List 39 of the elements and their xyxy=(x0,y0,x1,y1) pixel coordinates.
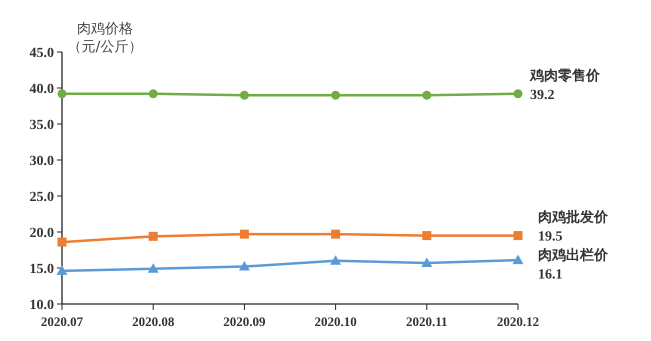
x-tick-label: 2020.07 xyxy=(40,314,84,329)
y-tick-label: 40.0 xyxy=(30,82,54,97)
point xyxy=(240,90,249,100)
point xyxy=(58,238,66,247)
point xyxy=(331,230,340,239)
point xyxy=(240,230,249,239)
x-tick-label: 2020.09 xyxy=(223,314,266,329)
point xyxy=(58,89,66,98)
x-tick-label: 2020.10 xyxy=(314,314,357,329)
point xyxy=(331,90,340,100)
y-tick-label: 10.0 xyxy=(30,298,54,313)
y-tick-label: 20.0 xyxy=(30,226,54,241)
x-tick-label: 2020.12 xyxy=(496,314,540,329)
point xyxy=(148,89,158,98)
y-tick-label: 45.0 xyxy=(30,46,54,61)
point xyxy=(238,261,250,271)
y-tick-label: 35.0 xyxy=(30,118,54,133)
point xyxy=(514,231,522,240)
series-label: 鸡肉零售价 xyxy=(529,68,601,84)
point xyxy=(514,89,522,98)
y-tick-label: 15.0 xyxy=(30,262,54,277)
point xyxy=(422,90,432,100)
point xyxy=(422,231,432,240)
x-tick-label: 2020.11 xyxy=(406,314,448,329)
y-tick-label: 25.0 xyxy=(30,190,54,205)
data-label: 16.1 xyxy=(538,268,562,283)
y-tick-label: 30.0 xyxy=(30,154,54,169)
point xyxy=(56,265,68,275)
point xyxy=(421,257,432,267)
point xyxy=(148,263,159,273)
point xyxy=(330,255,342,265)
y-axis-title: 肉鸡价格（元/公斤） xyxy=(68,21,142,55)
point xyxy=(512,254,524,264)
x-tick-label: 2020.08 xyxy=(132,314,175,329)
series-label: 肉鸡批发价 xyxy=(538,210,609,226)
point xyxy=(148,232,158,241)
series-label: 肉鸡出栏价 xyxy=(538,248,609,264)
data-label: 39.2 xyxy=(530,88,554,103)
data-label: 19.5 xyxy=(538,230,562,245)
